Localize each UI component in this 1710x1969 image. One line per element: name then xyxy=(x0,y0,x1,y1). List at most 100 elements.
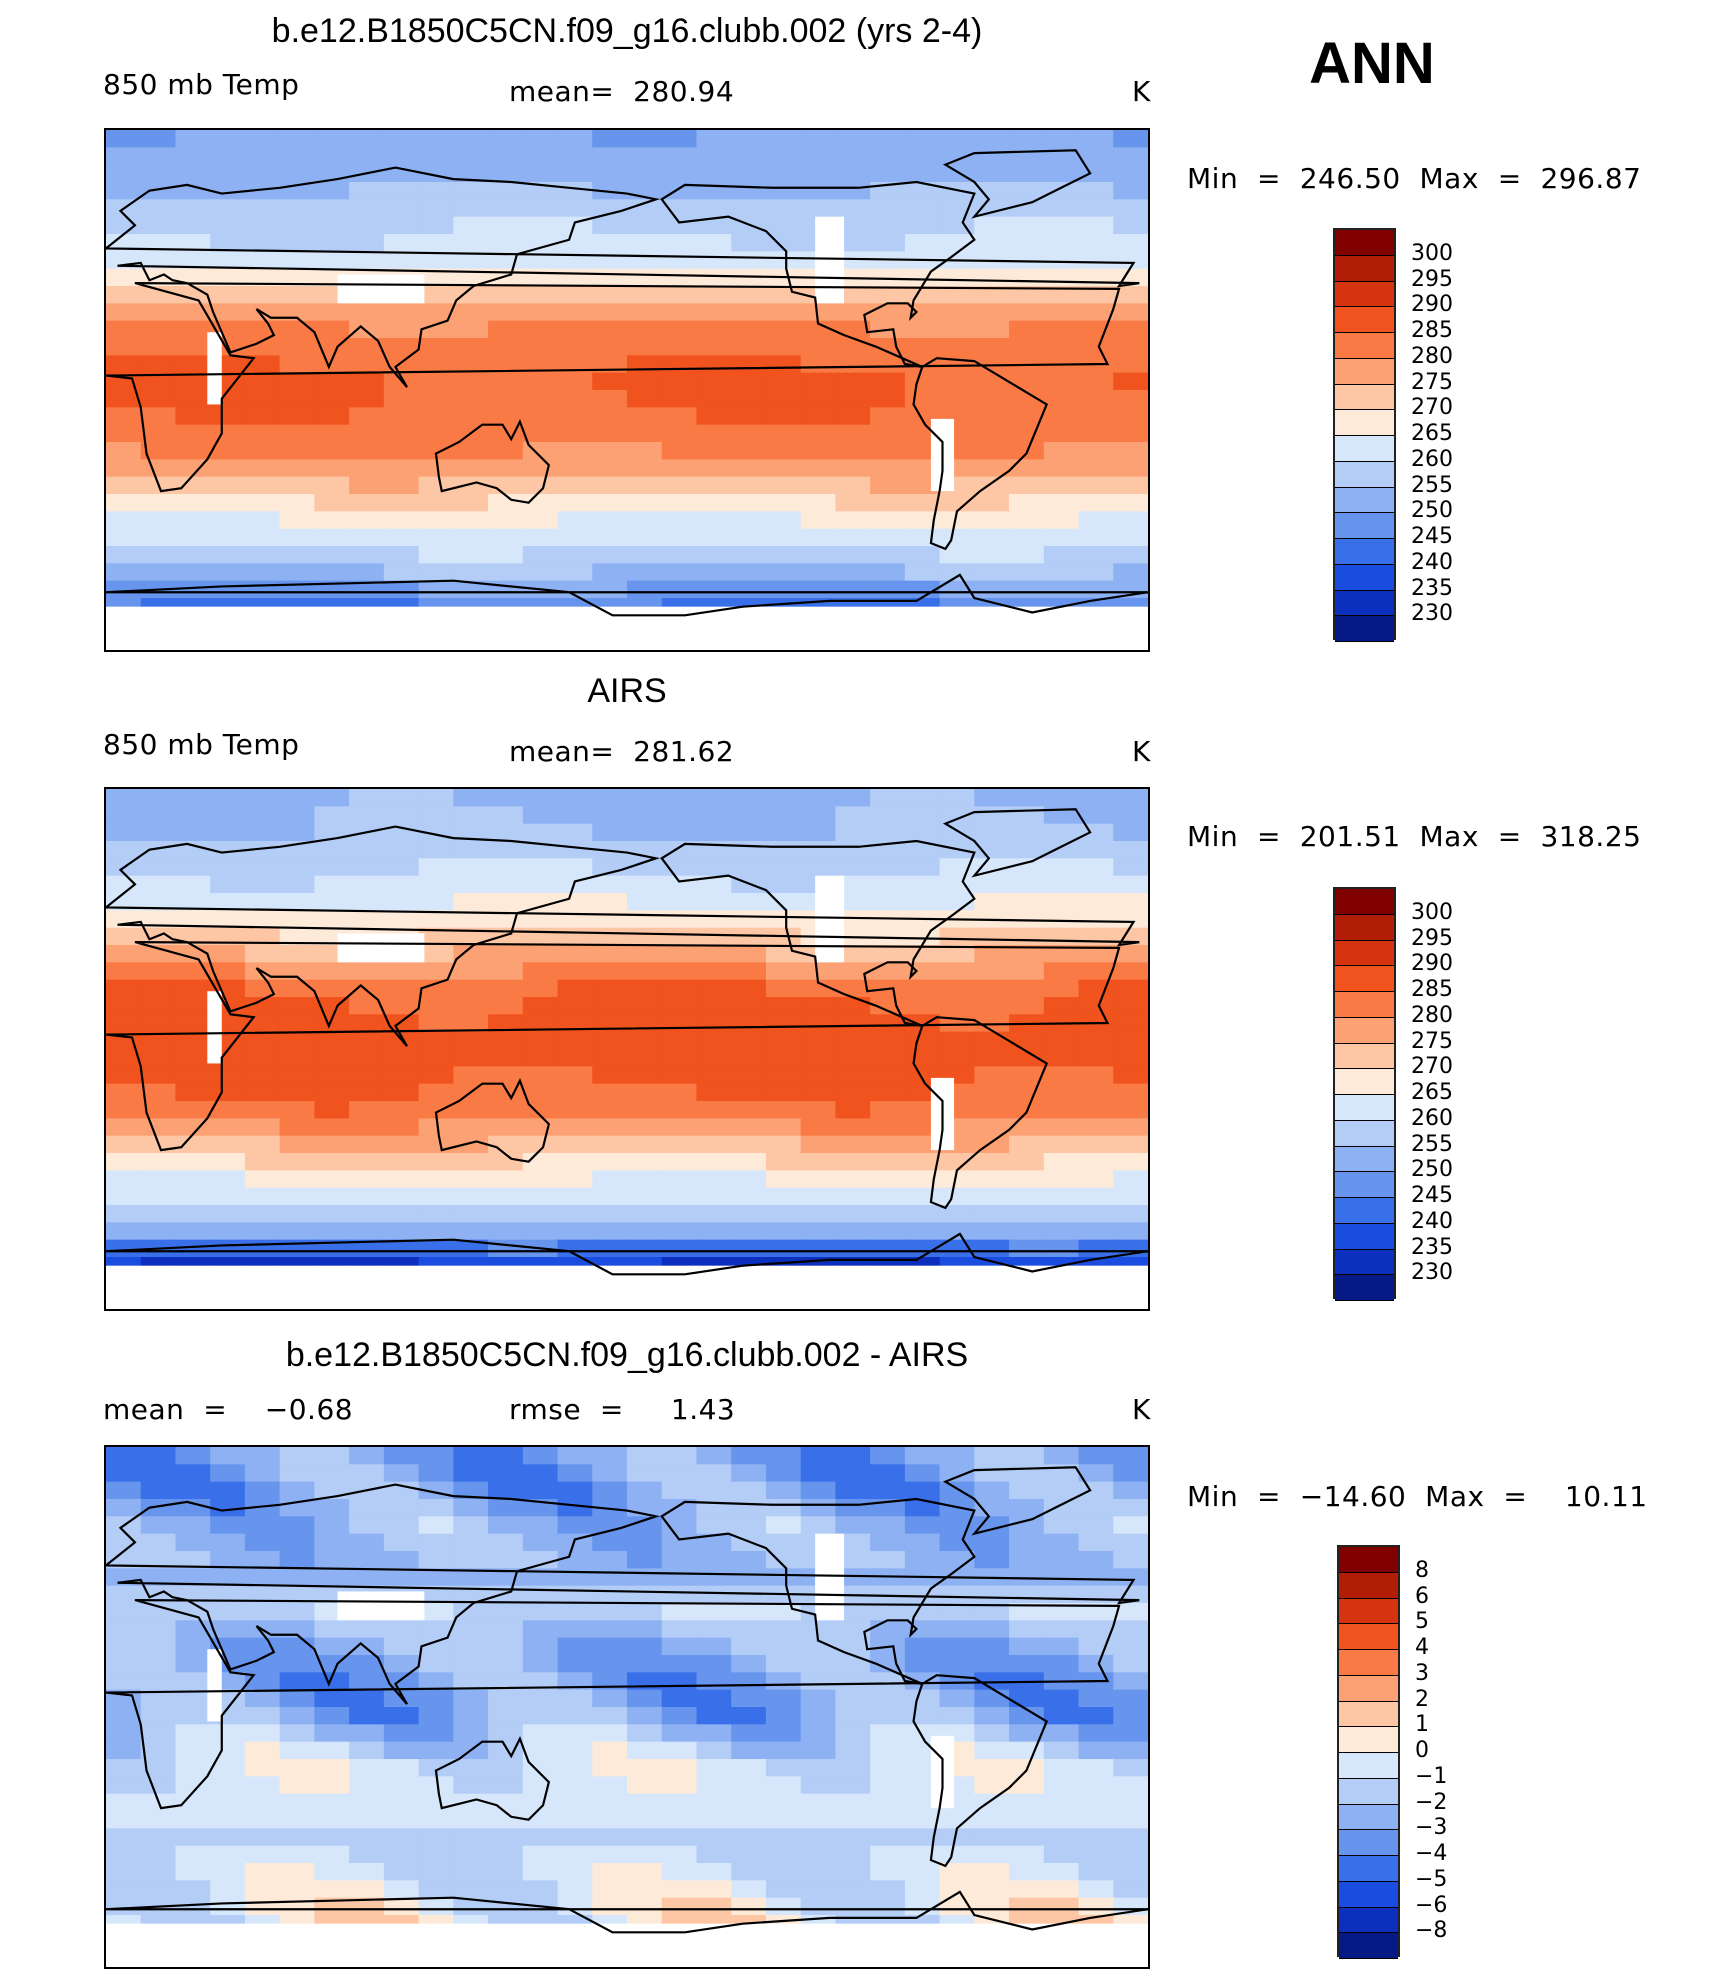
field-cell xyxy=(800,1170,836,1189)
field-cell xyxy=(1009,927,1045,946)
field-cell xyxy=(627,476,663,495)
field-cell xyxy=(418,1083,454,1102)
field-cell xyxy=(175,494,211,512)
field-cell xyxy=(140,303,177,322)
field-cell xyxy=(800,1031,836,1050)
field-cell xyxy=(349,1014,385,1033)
field-cell xyxy=(835,1620,871,1639)
field-cell xyxy=(1113,841,1148,859)
field-cell xyxy=(210,1585,246,1604)
field-cell xyxy=(939,1533,975,1552)
field-cell xyxy=(1009,130,1045,148)
field-cell xyxy=(106,563,142,582)
field-cell xyxy=(557,476,593,495)
field-cell xyxy=(453,1845,489,1864)
field-cell xyxy=(1078,806,1114,825)
field-cell xyxy=(904,1828,941,1847)
field-cell xyxy=(210,1464,246,1483)
field-cell xyxy=(522,1793,559,1812)
field-cell xyxy=(175,1135,211,1154)
field-cell xyxy=(279,1153,315,1171)
field-cell xyxy=(279,1776,315,1795)
field-cell xyxy=(1009,303,1045,322)
field-cell xyxy=(210,1222,246,1241)
colorbar-label: 280 xyxy=(1411,1002,1453,1028)
field-cell xyxy=(244,1014,281,1033)
field-cell xyxy=(974,1689,1010,1708)
field-cell xyxy=(1113,147,1148,166)
field-cell xyxy=(696,390,732,408)
field-cell xyxy=(314,910,350,929)
coastline-africa xyxy=(106,941,1121,1152)
field-cell xyxy=(1113,1759,1148,1777)
field-cell xyxy=(696,1741,732,1760)
field-cell xyxy=(1078,494,1114,512)
field-cell xyxy=(349,459,385,478)
field-cell xyxy=(453,806,489,825)
field-cell xyxy=(731,1655,767,1673)
field-cell xyxy=(349,1828,385,1847)
colorbar-swatch xyxy=(1335,1043,1394,1070)
field-cell xyxy=(383,1620,420,1639)
field-cell xyxy=(244,1083,281,1102)
field-cell xyxy=(696,286,732,304)
field-cell xyxy=(349,1620,385,1639)
field-cell xyxy=(835,1551,871,1569)
field-cell xyxy=(661,476,698,495)
field-cell xyxy=(974,1153,1010,1171)
colorbar-swatch xyxy=(1335,1172,1394,1198)
field-cell xyxy=(418,1516,454,1535)
field-cell xyxy=(175,1014,211,1033)
field-cell xyxy=(418,997,454,1015)
missing-data-mask xyxy=(815,216,845,304)
field-cell xyxy=(1009,1083,1045,1102)
field-cell xyxy=(661,1135,698,1154)
field-cell xyxy=(1113,355,1148,374)
field-cell xyxy=(1009,1551,1045,1569)
field-cell xyxy=(557,858,593,877)
field-cell xyxy=(210,251,246,270)
field-cell xyxy=(939,216,975,235)
field-cell xyxy=(349,1516,385,1535)
field-cell xyxy=(870,147,906,166)
field-cell xyxy=(800,1499,836,1517)
field-cell xyxy=(418,893,454,911)
field-cell xyxy=(279,1845,315,1864)
field-cell xyxy=(661,580,698,599)
field-cell xyxy=(210,286,246,304)
field-cell xyxy=(696,1880,732,1899)
field-cell xyxy=(557,1672,593,1691)
field-cell xyxy=(627,1585,663,1604)
field-cell xyxy=(244,823,281,842)
field-cell xyxy=(731,1603,767,1621)
field-cell xyxy=(627,910,663,929)
field-cell xyxy=(835,147,871,166)
field-cell xyxy=(1009,1724,1045,1743)
field-cell xyxy=(453,1101,489,1119)
field-cell xyxy=(1009,1049,1045,1067)
field-cell xyxy=(696,1863,732,1881)
field-cell xyxy=(106,390,142,408)
field-cell xyxy=(175,216,211,235)
field-cell xyxy=(1078,1499,1114,1517)
field-cell xyxy=(418,338,454,356)
field-cell xyxy=(696,823,732,842)
field-cell xyxy=(418,1620,454,1639)
field-cell xyxy=(349,789,385,807)
field-cell xyxy=(106,494,142,512)
field-cell xyxy=(349,1880,385,1899)
field-cell xyxy=(383,476,420,495)
field-cell xyxy=(870,580,906,599)
field-cell xyxy=(696,268,732,287)
field-cell xyxy=(765,390,802,408)
field-cell xyxy=(1009,841,1045,859)
field-cell xyxy=(939,130,975,148)
field-cell xyxy=(1078,1689,1114,1708)
field-cell xyxy=(661,1863,698,1881)
field-cell xyxy=(1009,1153,1045,1171)
field-cell xyxy=(661,1585,698,1604)
field-cell xyxy=(1009,1205,1045,1223)
field-cell xyxy=(453,1516,489,1535)
field-cell xyxy=(210,1828,246,1847)
field-cell xyxy=(800,372,836,391)
